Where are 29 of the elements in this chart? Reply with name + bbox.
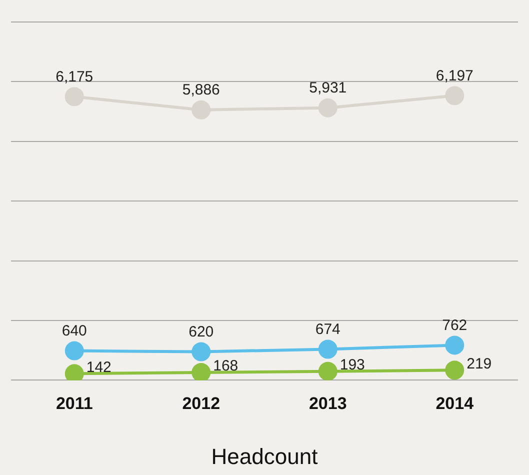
point [192,362,211,380]
data-label: 142 [86,358,112,376]
data-label: 640 [62,322,87,340]
point [318,362,338,380]
data-label: 168 [213,358,238,375]
data-label: 620 [188,323,214,340]
data-label: 193 [340,356,365,374]
point [445,360,464,380]
point [64,87,84,106]
data-label: 6,197 [436,67,474,84]
data-label: 5,886 [182,82,220,99]
point [445,86,464,106]
point [64,341,84,360]
data-label: 762 [442,316,468,334]
x-tick-label: 2012 [182,394,220,414]
x-axis-title: Headcount [211,444,318,469]
x-tick-label: 2013 [308,394,347,414]
point [192,342,211,362]
x-tick-label: 2011 [56,394,93,414]
data-label: 6,175 [56,68,94,86]
data-label: 5,931 [309,79,347,96]
point [64,364,84,380]
point [318,340,338,359]
data-label: 674 [315,320,340,338]
point [192,100,211,120]
point [318,98,338,118]
data-label: 219 [466,355,492,372]
point [445,336,464,355]
x-tick-label: 2014 [436,394,474,414]
